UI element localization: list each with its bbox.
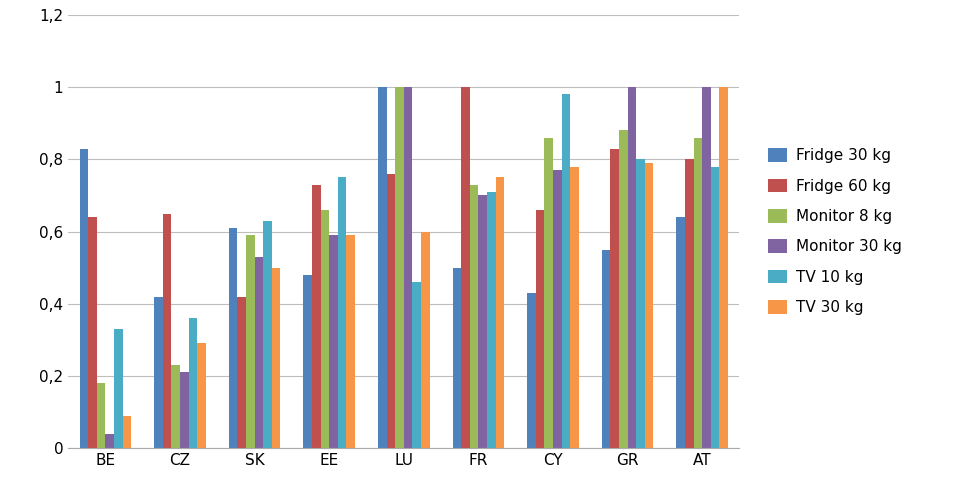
Bar <box>545 137 553 448</box>
Bar <box>553 170 561 448</box>
Bar <box>461 87 470 448</box>
Bar <box>479 195 486 448</box>
Bar <box>123 416 131 448</box>
Bar <box>710 166 719 448</box>
Bar <box>636 159 645 448</box>
Bar <box>404 87 413 448</box>
Bar <box>561 94 570 448</box>
Bar <box>237 296 246 448</box>
Bar <box>312 185 321 448</box>
Bar <box>89 217 97 448</box>
Bar <box>105 434 114 448</box>
Bar <box>263 221 271 448</box>
Bar <box>378 87 386 448</box>
Bar <box>171 365 180 448</box>
Bar <box>346 235 355 448</box>
Bar <box>180 373 189 448</box>
Bar <box>676 217 685 448</box>
Bar <box>413 282 421 448</box>
Bar <box>198 344 205 448</box>
Bar <box>304 275 312 448</box>
Bar <box>486 192 495 448</box>
Bar <box>189 318 198 448</box>
Bar <box>162 214 171 448</box>
Bar <box>610 148 619 448</box>
Bar <box>386 174 395 448</box>
Bar <box>470 185 479 448</box>
Bar <box>80 148 89 448</box>
Bar <box>329 235 338 448</box>
Bar <box>495 177 504 448</box>
Bar <box>685 159 694 448</box>
Bar <box>452 268 461 448</box>
Bar <box>421 232 429 448</box>
Bar <box>719 87 728 448</box>
Bar <box>271 268 280 448</box>
Bar <box>255 257 263 448</box>
Bar <box>628 87 636 448</box>
Bar <box>246 235 255 448</box>
Bar <box>321 210 329 448</box>
Bar <box>527 293 536 448</box>
Bar <box>338 177 346 448</box>
Bar <box>570 166 579 448</box>
Bar <box>602 249 610 448</box>
Bar <box>97 383 105 448</box>
Bar <box>703 87 710 448</box>
Bar <box>694 137 703 448</box>
Bar <box>395 87 404 448</box>
Bar <box>229 228 237 448</box>
Legend: Fridge 30 kg, Fridge 60 kg, Monitor 8 kg, Monitor 30 kg, TV 10 kg, TV 30 kg: Fridge 30 kg, Fridge 60 kg, Monitor 8 kg… <box>761 140 909 323</box>
Bar <box>155 296 162 448</box>
Bar <box>645 163 653 448</box>
Bar <box>114 329 123 448</box>
Bar <box>536 210 545 448</box>
Bar <box>619 130 628 448</box>
